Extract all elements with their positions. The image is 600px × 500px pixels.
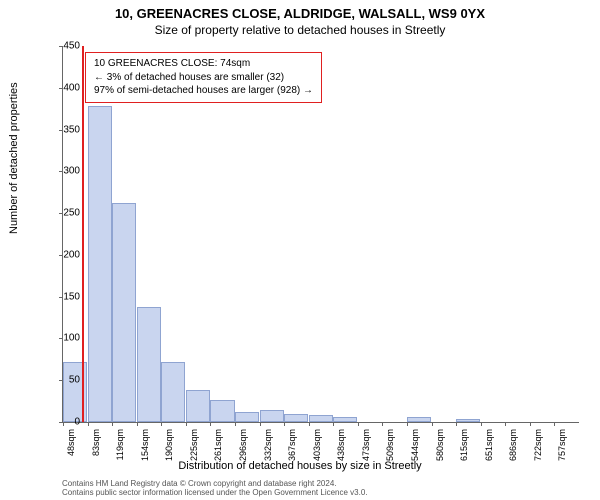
x-tick-label: 296sqm <box>238 429 248 463</box>
histogram-bar <box>88 106 112 422</box>
x-tick-label: 722sqm <box>533 429 543 463</box>
y-tick-label: 400 <box>44 82 80 93</box>
x-tick-mark <box>210 422 211 426</box>
x-tick-mark <box>456 422 457 426</box>
info-box: 10 GREENACRES CLOSE: 74sqm← 3% of detach… <box>85 52 322 103</box>
x-tick-mark <box>407 422 408 426</box>
x-tick-mark <box>284 422 285 426</box>
histogram-bar <box>235 412 259 422</box>
x-tick-mark <box>137 422 138 426</box>
x-tick-label: 154sqm <box>140 429 150 463</box>
histogram-bar <box>260 410 284 422</box>
x-tick-label: 686sqm <box>508 429 518 463</box>
x-tick-label: 757sqm <box>557 429 567 463</box>
x-tick-label: 119sqm <box>115 429 125 463</box>
info-box-line: 10 GREENACRES CLOSE: 74sqm <box>94 57 313 71</box>
y-tick-label: 0 <box>44 417 80 428</box>
x-tick-mark <box>161 422 162 426</box>
x-tick-mark <box>333 422 334 426</box>
chart-subtitle: Size of property relative to detached ho… <box>0 21 600 37</box>
x-tick-label: 367sqm <box>287 429 297 463</box>
x-tick-label: 190sqm <box>164 429 174 463</box>
histogram-bar <box>137 307 161 422</box>
x-tick-mark <box>481 422 482 426</box>
x-tick-mark <box>530 422 531 426</box>
x-tick-mark <box>235 422 236 426</box>
footer-line2: Contains public sector information licen… <box>62 488 368 498</box>
chart-title: 10, GREENACRES CLOSE, ALDRIDGE, WALSALL,… <box>0 0 600 21</box>
x-tick-mark <box>554 422 555 426</box>
x-tick-mark <box>432 422 433 426</box>
x-tick-label: 83sqm <box>91 429 101 463</box>
footer-attribution: Contains HM Land Registry data © Crown c… <box>62 479 368 498</box>
x-tick-mark <box>112 422 113 426</box>
histogram-bar <box>210 400 234 422</box>
info-box-line: ← 3% of detached houses are smaller (32) <box>94 71 313 85</box>
reference-line <box>82 46 84 422</box>
histogram-bar <box>161 362 185 422</box>
histogram-bar <box>284 414 308 422</box>
x-tick-label: 544sqm <box>410 429 420 463</box>
x-tick-label: 225sqm <box>189 429 199 463</box>
y-tick-label: 250 <box>44 208 80 219</box>
y-tick-label: 350 <box>44 124 80 135</box>
y-tick-label: 100 <box>44 333 80 344</box>
chart-container: 10, GREENACRES CLOSE, ALDRIDGE, WALSALL,… <box>0 0 600 500</box>
histogram-bar <box>333 417 357 422</box>
y-axis-label: Number of detached properties <box>8 82 20 234</box>
y-tick-label: 50 <box>44 375 80 386</box>
x-tick-label: 509sqm <box>385 429 395 463</box>
x-tick-label: 438sqm <box>336 429 346 463</box>
histogram-bar <box>112 203 136 422</box>
info-box-line: 97% of semi-detached houses are larger (… <box>94 84 313 98</box>
x-tick-mark <box>88 422 89 426</box>
footer-line1: Contains HM Land Registry data © Crown c… <box>62 479 368 489</box>
y-tick-label: 300 <box>44 166 80 177</box>
y-tick-label: 450 <box>44 41 80 52</box>
x-tick-label: 473sqm <box>361 429 371 463</box>
histogram-bar <box>309 415 333 422</box>
histogram-bar <box>456 419 480 422</box>
histogram-bar <box>186 390 210 422</box>
plot-area: 10 GREENACRES CLOSE: 74sqm← 3% of detach… <box>62 46 579 423</box>
x-tick-label: 615sqm <box>459 429 469 463</box>
x-tick-mark <box>260 422 261 426</box>
x-tick-label: 261sqm <box>213 429 223 463</box>
x-tick-label: 48sqm <box>66 429 76 463</box>
x-tick-mark <box>186 422 187 426</box>
histogram-bar <box>407 417 431 422</box>
x-tick-label: 332sqm <box>263 429 273 463</box>
y-tick-label: 150 <box>44 291 80 302</box>
x-tick-label: 651sqm <box>484 429 494 463</box>
x-tick-label: 403sqm <box>312 429 322 463</box>
x-tick-mark <box>309 422 310 426</box>
x-tick-mark <box>358 422 359 426</box>
y-tick-label: 200 <box>44 249 80 260</box>
x-tick-mark <box>505 422 506 426</box>
x-tick-mark <box>382 422 383 426</box>
x-tick-label: 580sqm <box>435 429 445 463</box>
